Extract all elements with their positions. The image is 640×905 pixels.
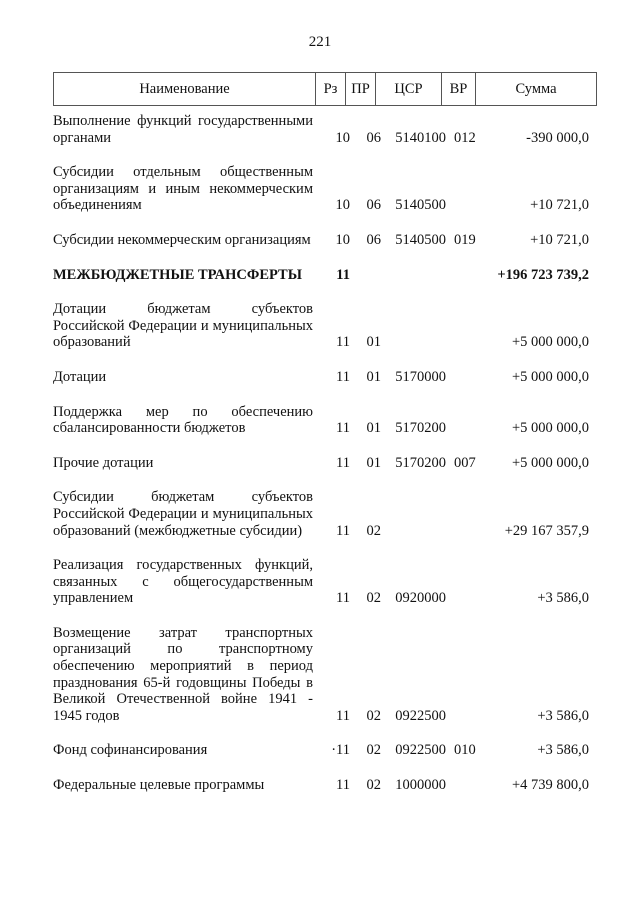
table-row: Дотации бюджетам субъектов Российской Фе…: [53, 301, 597, 351]
table-row: Фонд софинансирования ·11 02 0922500 010 +3 5…: [53, 742, 597, 759]
cell-rz: 11: [336, 334, 350, 351]
cell-csr: 5170200: [395, 454, 446, 471]
cell-rz: 10: [335, 231, 351, 248]
cell-pr: 02: [366, 590, 382, 607]
cell-sum: +3 586,0: [537, 742, 589, 759]
cell-csr: 0922500: [395, 707, 446, 724]
cell-rz: 11: [336, 266, 350, 283]
cell-pr: 01: [366, 368, 382, 385]
cell-sum: +10 721,0: [530, 231, 589, 248]
cell-pr: 06: [366, 129, 382, 146]
cell-pr: 06: [366, 197, 382, 214]
cell-rz: 10: [335, 129, 351, 146]
cell-name: Дотации: [53, 368, 107, 385]
cell-csr: 0922500: [395, 742, 446, 759]
cell-sum: +3 586,0: [537, 590, 589, 607]
table-row: Субсидии бюджетам субъектов Российской Ф…: [53, 489, 597, 539]
table-header: Наименование Рз ПР ЦСР ВР Сумма: [53, 72, 597, 106]
cell-csr: 1000000: [395, 777, 446, 794]
header-vr: ВР: [442, 73, 476, 105]
cell-sum: +3 586,0: [537, 707, 589, 724]
cell-sum: +10 721,0: [530, 197, 589, 214]
table-row: Субсидии некоммерческим организациям 10 06…: [53, 232, 597, 249]
cell-rz: ·11: [331, 742, 350, 759]
cell-rz: 11: [336, 368, 350, 385]
header-pr: ПР: [346, 73, 376, 105]
cell-sum: +5 000 000,0: [511, 368, 589, 385]
cell-name: Фонд софинансирования: [53, 742, 208, 759]
cell-rz: 11: [336, 590, 350, 607]
cell-sum: +5 000 000,0: [511, 334, 589, 351]
table-row: Возмещение затрат транспортных организац…: [53, 625, 597, 725]
cell-pr: 01: [366, 454, 382, 471]
cell-sum: +5 000 000,0: [511, 420, 589, 437]
cell-rz: 11: [336, 777, 350, 794]
cell-name: Возмещение затрат транспортных организац…: [53, 624, 313, 724]
cell-pr: 02: [366, 742, 382, 759]
cell-name: МЕЖБЮДЖЕТНЫЕ ТРАНСФЕРТЫ: [53, 266, 302, 283]
table-row: Выполнение функций государственными орга…: [53, 113, 597, 146]
cell-sum: -390 000,0: [526, 129, 589, 146]
cell-csr: 5140500: [395, 231, 446, 248]
cell-csr: 0920000: [395, 590, 446, 607]
cell-rz: 11: [336, 420, 350, 437]
cell-csr: 5140100: [395, 129, 446, 146]
cell-name: Субсидии отдельным общественным организа…: [53, 164, 313, 214]
cell-name: Дотации бюджетам субъектов Российской Фе…: [53, 301, 313, 351]
table-row: Реализация государственных функций, связ…: [53, 557, 597, 607]
header-name: Наименование: [54, 73, 316, 105]
cell-vr: 012: [454, 129, 476, 146]
cell-rz: 11: [336, 454, 350, 471]
cell-pr: 01: [366, 334, 382, 351]
cell-pr: 02: [366, 707, 382, 724]
cell-pr: 02: [366, 522, 382, 539]
cell-sum: +29 167 357,9: [504, 522, 589, 539]
table-row: Поддержка мер по обеспечению сбалансиров…: [53, 404, 597, 437]
page-number: 221: [308, 34, 332, 50]
table-body: Выполнение функций государственными орга…: [53, 113, 597, 812]
cell-name: Субсидии некоммерческим организациям: [53, 231, 311, 248]
header-csr: ЦСР: [376, 73, 442, 105]
header-sum: Сумма: [515, 80, 557, 97]
cell-sum: +196 723 739,2: [497, 266, 589, 283]
cell-sum: +4 739 800,0: [511, 777, 589, 794]
cell-name: Прочие дотации: [53, 454, 154, 471]
cell-rz: 11: [336, 707, 350, 724]
table-row: Субсидии отдельным общественным организа…: [53, 164, 597, 214]
cell-vr: 010: [454, 742, 476, 759]
cell-csr: 5170200: [395, 420, 446, 437]
table-row: Прочие дотации 11 01 5170200 007 +5 000 000,0: [53, 455, 597, 472]
cell-name: Федеральные целевые программы: [53, 777, 265, 794]
cell-name: Выполнение функций государственными орга…: [53, 113, 313, 146]
table-row: Дотации 11 01 5170000 +5 000 000,0: [53, 369, 597, 386]
cell-pr: 01: [366, 420, 382, 437]
cell-csr: 5170000: [395, 368, 446, 385]
cell-name: Субсидии бюджетам субъектов Российской Ф…: [53, 489, 313, 539]
cell-pr: 06: [366, 231, 382, 248]
cell-vr: 019: [454, 231, 476, 248]
table-row: Федеральные целевые программы 11 02 1000000…: [53, 777, 597, 794]
cell-name: Реализация государственных функций, связ…: [53, 557, 313, 607]
cell-sum: +5 000 000,0: [511, 454, 589, 471]
table-row: МЕЖБЮДЖЕТНЫЕ ТРАНСФЕРТЫ 11 +196 723 739,2: [53, 267, 597, 284]
cell-rz: 10: [335, 197, 351, 214]
header-rz: Рз: [316, 73, 346, 105]
cell-pr: 02: [366, 777, 382, 794]
cell-csr: 5140500: [395, 197, 446, 214]
cell-vr: 007: [454, 454, 476, 471]
cell-rz: 11: [336, 522, 350, 539]
cell-name: Поддержка мер по обеспечению сбалансиров…: [53, 403, 313, 437]
